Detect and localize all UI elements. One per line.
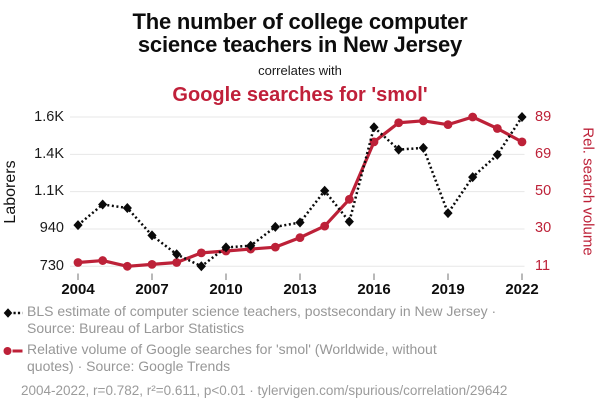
data-point-circle	[443, 120, 453, 130]
data-point-circle	[98, 256, 108, 265]
data-point-diamond	[172, 249, 182, 260]
right-axis-tick-label: 50	[535, 183, 552, 200]
left-axis-tick-label: 940	[39, 220, 64, 237]
data-point-circle	[122, 261, 132, 271]
data-point-diamond	[221, 242, 231, 253]
left-axis-tick-label: 730	[39, 257, 64, 274]
data-point-diamond	[196, 261, 206, 272]
right-axis-tick-label: 30	[535, 220, 552, 237]
data-point-diamond	[98, 199, 108, 210]
header: The number of college computer science t…	[0, 10, 600, 107]
chart-subtitle: Google searches for 'smol'	[172, 84, 428, 106]
x-axis-tick-label: 2019	[431, 281, 465, 298]
data-point-circle	[147, 259, 157, 269]
data-point-circle	[418, 116, 428, 126]
data-point-circle	[492, 124, 502, 133]
legend-black-line1: BLS estimate of computer science teacher…	[27, 303, 497, 319]
x-axis-tick-label: 2013	[283, 281, 317, 298]
x-axis-tick-label: 2022	[505, 281, 539, 298]
data-point-diamond	[147, 230, 157, 241]
x-axis-tick-label: 2016	[357, 281, 391, 298]
data-point-diamond	[270, 221, 280, 232]
data-point-diamond	[344, 216, 354, 227]
legend-entry-black: BLS estimate of computer science teacher…	[3, 303, 496, 336]
data-point-diamond	[517, 112, 527, 122]
chart-title-line2: science teachers in New Jersey	[137, 32, 463, 57]
right-axis-title: Rel. search volume	[579, 127, 597, 256]
left-axis-tick-label: 1.4K	[34, 145, 64, 162]
correlates-with-text: correlates with	[258, 63, 342, 78]
right-axis-tick-label: 69	[535, 145, 552, 162]
x-axis-tick-label: 2007	[135, 281, 169, 298]
right-axis-tick-label: 89	[535, 108, 552, 125]
legend-entry-black-text: BLS estimate of computer science teacher…	[27, 303, 496, 336]
data-point-diamond	[295, 217, 305, 228]
data-point-diamond	[418, 142, 428, 153]
data-point-diamond	[394, 144, 404, 155]
data-point-diamond	[369, 122, 379, 133]
legend-red-line1: Relative volume of Google searches for '…	[27, 341, 437, 357]
data-point-circle	[517, 137, 527, 147]
data-point-diamond	[443, 208, 453, 219]
data-point-diamond	[73, 220, 83, 231]
data-point-diamond	[246, 240, 256, 251]
data-point-diamond	[468, 172, 478, 183]
legend-black-line2: Source: Bureau of Larbor Statistics	[27, 319, 245, 336]
x-axis-tick-label: 2004	[61, 281, 95, 298]
legend-entry-red: Relative volume of Google searches for '…	[3, 341, 437, 374]
stats-footer: 2004-2022, r=0.782, r²=0.611, p<0.01 · t…	[21, 383, 508, 398]
legend-red-line2: quotes) · Source: Google Trends	[27, 357, 231, 374]
black-series-legend-marker	[3, 308, 23, 318]
data-point-circle	[73, 258, 83, 267]
data-point-circle	[172, 258, 182, 267]
data-point-circle	[320, 221, 330, 231]
right-axis-tick-label: 11	[535, 257, 551, 274]
left-axis-tick-label: 1.1K	[34, 183, 64, 200]
data-point-circle	[394, 118, 404, 128]
legend-entry-red-text: Relative volume of Google searches for '…	[27, 341, 437, 374]
data-point-circle	[270, 242, 280, 252]
data-point-circle	[344, 194, 354, 204]
left-axis-tick-label: 1.6K	[34, 108, 64, 125]
data-point-circle	[196, 248, 206, 258]
data-point-diamond	[122, 202, 132, 213]
data-point-diamond	[492, 149, 502, 160]
data-point-diamond	[320, 185, 330, 196]
data-point-circle	[295, 233, 305, 242]
data-point-circle	[468, 112, 478, 122]
x-axis-tick-label: 2010	[209, 281, 243, 298]
chart-title-line1: The number of college computer	[132, 9, 468, 34]
red-series-legend-marker	[3, 347, 23, 355]
